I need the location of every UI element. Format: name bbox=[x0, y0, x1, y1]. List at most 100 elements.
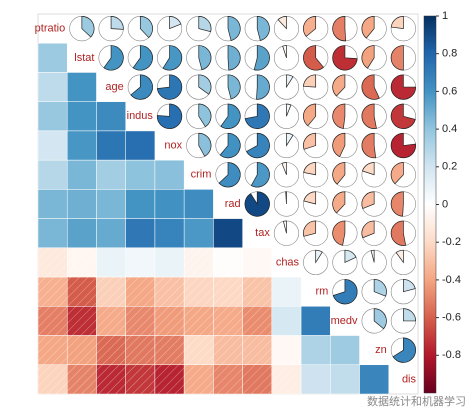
corr-pie bbox=[390, 132, 416, 159]
corr-pie bbox=[198, 103, 212, 128]
corr-pie bbox=[245, 132, 270, 159]
hatch bbox=[125, 306, 155, 336]
corr-square bbox=[300, 335, 331, 366]
corr-square bbox=[330, 364, 360, 395]
corr-square bbox=[271, 306, 302, 336]
corr-pie bbox=[332, 132, 346, 158]
corr-pie bbox=[332, 45, 358, 71]
corr-pie bbox=[332, 74, 346, 97]
corr-pie bbox=[277, 15, 287, 30]
hatch bbox=[213, 364, 243, 394]
variable-label: dis bbox=[402, 373, 417, 385]
hatch bbox=[67, 247, 97, 278]
corr-square bbox=[37, 159, 68, 190]
corr-pie bbox=[110, 15, 124, 30]
corr-pie bbox=[219, 132, 241, 159]
colorbar bbox=[423, 15, 437, 394]
hatch bbox=[271, 335, 302, 365]
corr-pie bbox=[370, 249, 375, 263]
corr-pie bbox=[362, 162, 375, 176]
hatch bbox=[96, 335, 126, 365]
corr-pie bbox=[332, 191, 346, 214]
corr-square bbox=[96, 247, 126, 278]
corr-square bbox=[96, 218, 126, 249]
hatch bbox=[125, 335, 155, 365]
corr-pie bbox=[156, 103, 183, 129]
corr-pie bbox=[390, 220, 407, 246]
corr-pie bbox=[303, 15, 317, 37]
corr-square bbox=[330, 335, 360, 366]
corr-square bbox=[125, 218, 156, 249]
corr-pie bbox=[361, 132, 377, 159]
hatch bbox=[154, 277, 185, 307]
hatch bbox=[184, 247, 214, 278]
corr-pie bbox=[332, 279, 358, 305]
corr-pie bbox=[390, 191, 404, 217]
corr-pie bbox=[81, 15, 95, 38]
hatch bbox=[213, 335, 243, 365]
corr-pie bbox=[332, 15, 347, 42]
hatch bbox=[242, 277, 272, 307]
hatch bbox=[154, 335, 185, 365]
corr-square bbox=[213, 218, 243, 249]
corr-pie bbox=[132, 45, 153, 71]
corr-square bbox=[66, 130, 97, 161]
hatch bbox=[184, 364, 214, 394]
corr-pie bbox=[390, 74, 417, 100]
corr-pie bbox=[282, 220, 287, 234]
corr-square bbox=[96, 130, 126, 161]
variable-label: lstat bbox=[74, 52, 94, 64]
corr-square bbox=[96, 101, 126, 132]
corr-square bbox=[37, 189, 68, 219]
hatch bbox=[125, 277, 155, 307]
corr-pie bbox=[392, 337, 417, 363]
corr-pie bbox=[286, 74, 294, 89]
hatch bbox=[67, 335, 97, 365]
corr-square bbox=[271, 276, 302, 307]
hatch bbox=[96, 364, 126, 394]
corr-square bbox=[37, 101, 68, 132]
hatch bbox=[213, 306, 243, 336]
variable-label: chas bbox=[276, 256, 300, 268]
hatch bbox=[67, 306, 97, 336]
corr-pie bbox=[390, 45, 404, 71]
colorbar-tick-label: -0.6 bbox=[442, 312, 461, 324]
corr-square bbox=[37, 130, 68, 161]
variable-label: indus bbox=[127, 110, 154, 122]
hatch bbox=[213, 277, 243, 307]
corr-square bbox=[154, 159, 185, 190]
corr-square bbox=[96, 189, 126, 219]
hatch bbox=[96, 277, 126, 307]
corr-pie bbox=[198, 74, 212, 95]
hatch bbox=[184, 335, 214, 365]
colorbar-tick-label: 0 bbox=[442, 198, 448, 210]
corr-pie bbox=[395, 249, 404, 264]
corr-pie bbox=[282, 45, 287, 58]
corr-pie bbox=[281, 162, 287, 175]
corr-pie bbox=[344, 249, 357, 264]
colorbar-tick-label: -0.4 bbox=[442, 274, 461, 286]
corr-square bbox=[66, 72, 97, 102]
hatch bbox=[242, 364, 272, 394]
corr-pie bbox=[403, 308, 417, 322]
corr-pie bbox=[332, 162, 346, 185]
corr-pie bbox=[139, 15, 153, 39]
corr-pie bbox=[227, 74, 241, 100]
variable-label: nox bbox=[164, 139, 182, 151]
corr-pie bbox=[303, 103, 317, 127]
corr-pie bbox=[253, 45, 270, 71]
corr-pie bbox=[162, 45, 183, 71]
colorbar-tick-label: -0.2 bbox=[442, 236, 461, 248]
hatch bbox=[242, 335, 272, 365]
corr-pie bbox=[198, 15, 212, 33]
corr-pie bbox=[390, 15, 404, 30]
colorbar-tick-label: 1 bbox=[442, 10, 448, 22]
corr-square bbox=[66, 101, 97, 132]
corr-pie bbox=[198, 132, 212, 157]
corr-pie bbox=[244, 191, 270, 217]
variable-label: ptratio bbox=[35, 23, 66, 35]
corr-pie bbox=[361, 191, 375, 209]
corr-pie bbox=[361, 45, 375, 69]
corr-pie bbox=[361, 220, 375, 239]
